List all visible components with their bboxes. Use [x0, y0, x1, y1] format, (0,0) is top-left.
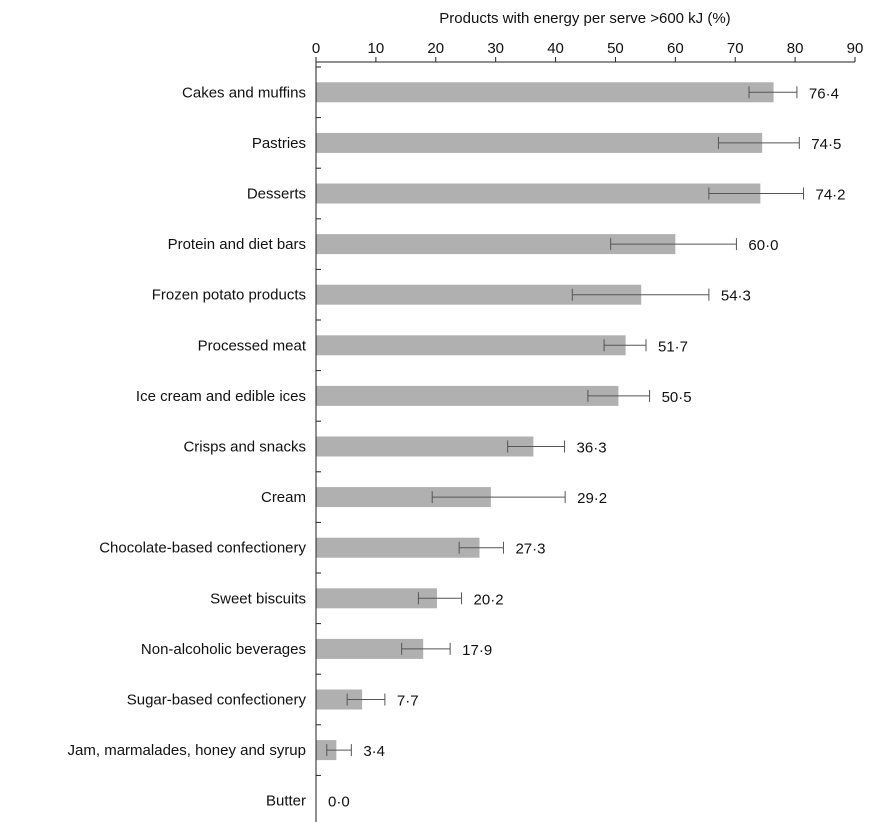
category-label: Butter: [266, 793, 306, 810]
data-label: 27·3: [515, 541, 545, 558]
x-tick-label: 0: [312, 40, 320, 57]
x-tick-label: 90: [847, 40, 864, 57]
data-label: 60·0: [748, 237, 778, 254]
bar: [316, 284, 642, 305]
bar: [316, 689, 363, 710]
data-label: 0·0: [328, 794, 350, 811]
x-tick-label: 80: [787, 40, 804, 57]
bar: [316, 537, 480, 558]
category-label: Desserts: [247, 186, 306, 203]
data-label: 17·9: [462, 642, 492, 659]
x-tick-label: 10: [368, 40, 385, 57]
bar: [316, 234, 676, 255]
bar: [316, 335, 626, 356]
data-label: 54·3: [721, 288, 751, 305]
category-label: Cakes and muffins: [182, 84, 306, 101]
data-label: 76·4: [809, 85, 839, 102]
x-tick-label: 50: [607, 40, 624, 57]
x-tick-label: 30: [487, 40, 504, 57]
bar: [316, 588, 437, 609]
x-tick-label: 40: [547, 40, 564, 57]
category-label: Protein and diet bars: [168, 236, 306, 253]
bar: [316, 638, 424, 659]
x-axis-ticks: 0 10 20 30 40 50 60 70 80 90: [312, 40, 864, 62]
category-label: Ice cream and edible ices: [136, 388, 306, 405]
data-label: 51·7: [658, 338, 688, 355]
data-label: 29·2: [577, 490, 607, 507]
category-label: Crisps and snacks: [183, 439, 306, 456]
bar: [316, 82, 774, 103]
category-labels: Cakes and muffins Pastries Desserts Protein…: [68, 84, 307, 809]
data-label: 36·3: [577, 440, 607, 457]
data-label: 7·7: [397, 693, 419, 710]
x-tick-label: 70: [727, 40, 744, 57]
x-tick-label: 20: [427, 40, 444, 57]
category-label: Jam, marmalades, honey and syrup: [68, 742, 306, 759]
category-label: Cream: [261, 489, 306, 506]
category-label: Chocolate-based confectionery: [99, 540, 306, 557]
category-label: Pastries: [252, 135, 306, 152]
data-label: 74·2: [815, 187, 845, 204]
data-label: 50·5: [662, 389, 692, 406]
bar: [316, 385, 619, 406]
category-label: Sugar-based confectionery: [127, 692, 307, 709]
bar: [316, 740, 337, 761]
data-label: 20·2: [474, 591, 504, 608]
category-label: Non-alcoholic beverages: [141, 641, 306, 658]
bars: 76·4 74·5 74·2 60·0 54·3 51·7 50·5 36·3 29·2 27·3…: [316, 82, 846, 811]
bar: [316, 132, 763, 153]
bar: [316, 436, 534, 457]
category-label: Sweet biscuits: [210, 590, 306, 607]
bar: [316, 183, 761, 204]
category-label: Processed meat: [198, 337, 307, 354]
x-tick-label: 60: [667, 40, 684, 57]
data-label: 74·5: [811, 136, 841, 153]
axes: [315, 61, 855, 822]
bar: [316, 487, 491, 508]
data-label: 3·4: [363, 743, 385, 760]
x-axis-title: Products with energy per serve >600 kJ (…: [439, 10, 730, 27]
category-label: Frozen potato products: [152, 287, 306, 304]
